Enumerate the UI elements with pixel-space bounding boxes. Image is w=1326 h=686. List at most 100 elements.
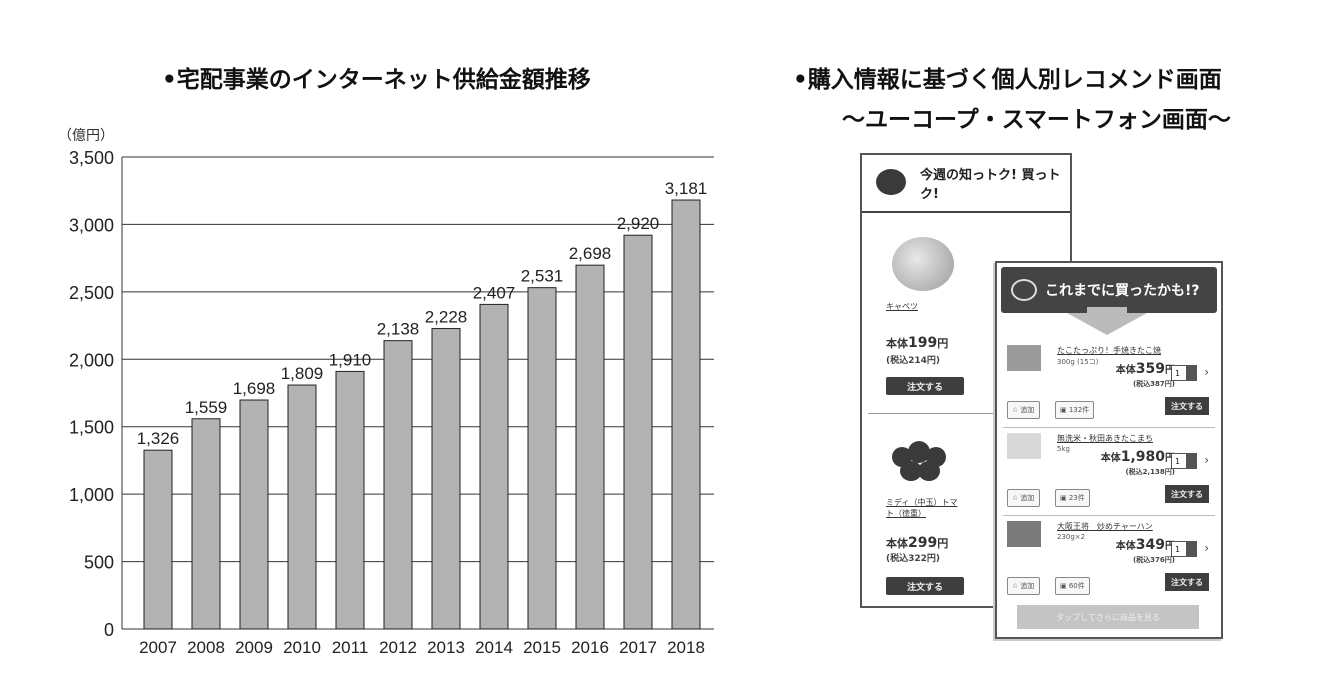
item-spec: 230g×2 bbox=[1057, 533, 1086, 541]
logo-icon bbox=[876, 169, 906, 195]
order-button[interactable]: 注文する bbox=[1165, 397, 1209, 415]
item-spec: 5kg bbox=[1057, 445, 1070, 453]
bar bbox=[671, 199, 701, 630]
price-value: 349 bbox=[1135, 537, 1165, 553]
quantity-select[interactable]: 1 bbox=[1171, 453, 1197, 469]
price-value: 199 bbox=[908, 335, 938, 351]
star-icon: ☆ bbox=[1012, 582, 1021, 590]
item-spec: 300g (15コ) bbox=[1057, 358, 1099, 366]
list-item: 無洗米・秋田あきたこまち 5kg 本体1,980円 (税込2,138円) 1 ›… bbox=[1003, 427, 1215, 516]
chevron-down-icon bbox=[1186, 542, 1196, 556]
bar bbox=[479, 303, 509, 630]
x-tick-label: 2016 bbox=[571, 638, 609, 657]
data-label: 2,920 bbox=[617, 214, 660, 233]
down-arrow-icon bbox=[1067, 313, 1147, 335]
list-item: たこたっぷり！手焼きたこ焼 300g (15コ) 本体359円 (税込387円)… bbox=[1003, 339, 1215, 428]
y-tick-label: 1,500 bbox=[69, 418, 114, 438]
add-label: 追加 bbox=[1020, 406, 1035, 414]
data-label: 1,559 bbox=[185, 398, 228, 417]
review-count-button[interactable]: ▣ 23件 bbox=[1055, 489, 1090, 507]
order-button[interactable]: 注文する bbox=[1165, 573, 1209, 591]
bar bbox=[191, 418, 221, 630]
list-item: 大阪王将 炒めチャーハン 230g×2 本体349円 (税込376円) 1 › … bbox=[1003, 515, 1215, 603]
price-prefix: 本体 bbox=[1115, 365, 1136, 376]
weekly-deals-header: 今週の知っトク! 買っトク! bbox=[862, 155, 1070, 213]
bar bbox=[143, 449, 173, 630]
order-button[interactable]: 注文する bbox=[886, 377, 964, 395]
add-favorite-button[interactable]: ☆ 追加 bbox=[1007, 577, 1040, 595]
order-button[interactable]: 注文する bbox=[886, 577, 964, 595]
price-unit: 円 bbox=[937, 537, 949, 550]
data-label: 2,228 bbox=[425, 308, 468, 327]
y-tick-label: 1,000 bbox=[69, 485, 114, 505]
product-tax: (税込214円) bbox=[886, 356, 941, 366]
add-favorite-button[interactable]: ☆ 追加 bbox=[1007, 401, 1040, 419]
product-price: 本体199円 bbox=[886, 335, 948, 351]
y-tick-label: 3,500 bbox=[69, 148, 114, 168]
price-prefix: 本体 bbox=[886, 337, 908, 350]
order-button[interactable]: 注文する bbox=[1165, 485, 1209, 503]
add-favorite-button[interactable]: ☆ 追加 bbox=[1007, 489, 1040, 507]
item-tax: (税込376円) bbox=[1132, 556, 1175, 564]
bar bbox=[575, 264, 605, 630]
price-prefix: 本体 bbox=[1100, 453, 1121, 464]
data-label: 2,138 bbox=[377, 320, 420, 339]
product-name[interactable]: キャベツ bbox=[886, 302, 918, 311]
chevron-right-icon[interactable]: › bbox=[1204, 541, 1209, 555]
comment-icon: ▣ bbox=[1060, 494, 1069, 502]
bar bbox=[239, 399, 269, 630]
see-more-button[interactable]: タップしてさらに商品を見る bbox=[1017, 605, 1199, 629]
item-name[interactable]: たこたっぷり！手焼きたこ焼 bbox=[1057, 346, 1161, 355]
review-count: 23件 bbox=[1068, 494, 1085, 502]
price-value: 359 bbox=[1135, 361, 1165, 377]
add-label: 追加 bbox=[1020, 582, 1035, 590]
item-price: 本体349円 bbox=[1116, 537, 1175, 553]
price-unit: 円 bbox=[1165, 541, 1175, 552]
qty-value: 1 bbox=[1175, 368, 1181, 378]
product-price: 本体299円 bbox=[886, 535, 948, 551]
quantity-select[interactable]: 1 bbox=[1171, 365, 1197, 381]
x-tick-label: 2007 bbox=[139, 638, 177, 657]
x-tick-label: 2012 bbox=[379, 638, 417, 657]
data-label: 1,698 bbox=[233, 379, 276, 398]
weekly-deals-header-text: 今週の知っトク! 買っトク! bbox=[920, 168, 1061, 202]
quantity-select[interactable]: 1 bbox=[1171, 541, 1197, 557]
tomato-image bbox=[900, 461, 922, 481]
phone-screen-recommend: これまでに買ったかも!? たこたっぷり！手焼きたこ焼 300g (15コ) 本体… bbox=[995, 261, 1223, 639]
y-tick-label: 2,500 bbox=[69, 283, 114, 303]
recommend-title: •購入情報に基づく個人別レコメンド画面 bbox=[793, 67, 1222, 93]
recommend-header-text: これまでに買ったかも!? bbox=[1045, 283, 1200, 299]
bar-chart: 0 500 1,000 1,500 2,000 2,500 3,000 3,500 1,326 2… bbox=[69, 148, 714, 657]
x-tick-label: 2008 bbox=[187, 638, 225, 657]
review-count-button[interactable]: ▣ 132件 bbox=[1055, 401, 1095, 419]
y-tick-label: 3,000 bbox=[69, 215, 114, 235]
chart-title: •宅配事業のインターネット供給金額推移 bbox=[162, 67, 591, 93]
review-count: 132件 bbox=[1068, 406, 1090, 414]
product-name[interactable]: ミディ（中玉）トマト（徳重） bbox=[886, 498, 958, 518]
item-price: 本体359円 bbox=[1116, 361, 1175, 377]
x-tick-label: 2013 bbox=[427, 638, 465, 657]
x-tick-label: 2014 bbox=[475, 638, 513, 657]
review-count-button[interactable]: ▣ 60件 bbox=[1055, 577, 1090, 595]
item-name[interactable]: 大阪王将 炒めチャーハン bbox=[1057, 522, 1153, 531]
cabbage-image bbox=[892, 237, 954, 291]
y-axis-unit: （億円） bbox=[58, 128, 114, 144]
tomato-image bbox=[918, 461, 940, 481]
comment-icon: ▣ bbox=[1060, 582, 1069, 590]
tomato-image bbox=[908, 441, 930, 463]
bar bbox=[335, 370, 365, 630]
y-tick-label: 2,000 bbox=[69, 350, 114, 370]
chevron-right-icon[interactable]: › bbox=[1204, 365, 1209, 379]
product-thumbnail bbox=[1007, 521, 1041, 547]
price-value: 299 bbox=[908, 535, 938, 551]
y-tick-label: 0 bbox=[104, 620, 114, 640]
data-label: 1,326 bbox=[137, 429, 180, 448]
review-count: 60件 bbox=[1068, 582, 1085, 590]
product-thumbnail bbox=[1007, 345, 1041, 371]
bar bbox=[383, 340, 413, 630]
logo-icon bbox=[1011, 279, 1037, 301]
item-name[interactable]: 無洗米・秋田あきたこまち bbox=[1057, 434, 1153, 443]
y-tick-label: 500 bbox=[84, 553, 114, 573]
x-tick-label: 2018 bbox=[667, 638, 705, 657]
chevron-right-icon[interactable]: › bbox=[1204, 453, 1209, 467]
